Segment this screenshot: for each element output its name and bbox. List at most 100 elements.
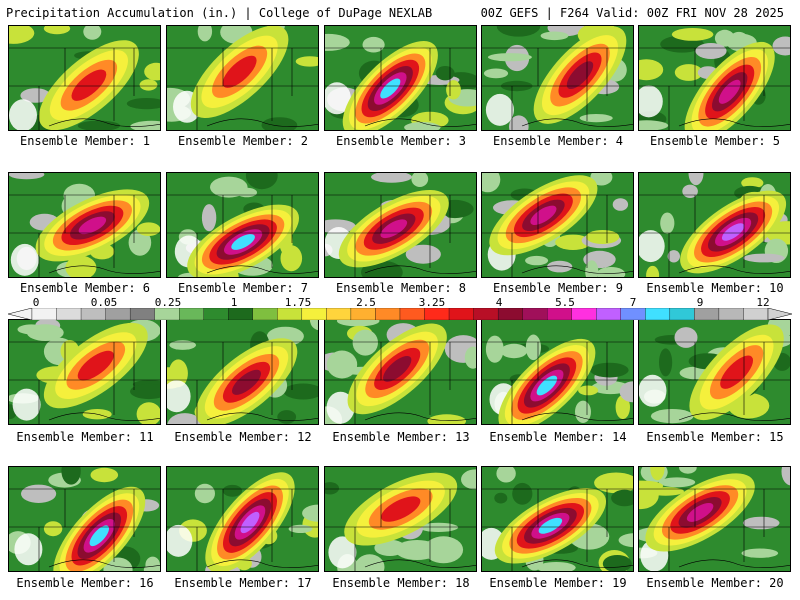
- legend-color-bar: [8, 308, 792, 320]
- precip-blob: [43, 521, 63, 537]
- precip-blob: [485, 335, 504, 363]
- precip-blob: [371, 173, 412, 183]
- legend-swatch: [743, 308, 769, 320]
- precip-blob: [201, 204, 217, 232]
- precip-blob: [139, 79, 158, 91]
- precip-blob: [310, 320, 318, 331]
- precip-blob: [594, 472, 633, 494]
- precip-blob: [667, 250, 680, 263]
- member-caption: Ensemble Member: 7: [177, 281, 309, 295]
- precip-contour: [720, 355, 754, 389]
- precip-blob: [325, 33, 350, 51]
- ensemble-panel: [638, 172, 791, 278]
- dry-area: [14, 533, 43, 566]
- precip-blob: [197, 26, 213, 42]
- state-border: [364, 559, 476, 568]
- state-border: [206, 265, 318, 274]
- precip-blob: [395, 540, 440, 560]
- legend-swatch: [301, 308, 327, 320]
- precip-blob: [579, 114, 613, 123]
- color-scale-legend: 0 0.05 0.25 1 1.75 2.5 3.25 4 5.5 7 9 12: [8, 296, 792, 322]
- precip-blob: [611, 489, 633, 507]
- state-border: [364, 118, 476, 127]
- precip-blob: [619, 381, 633, 403]
- legend-arrow-right: [767, 308, 792, 320]
- ensemble-panel: [166, 466, 319, 572]
- precip-contour: [380, 219, 408, 239]
- precip-blob: [167, 413, 203, 424]
- state-border: [678, 265, 790, 274]
- precip-blob: [210, 176, 248, 198]
- precip-blob: [781, 467, 790, 486]
- member-caption: Ensemble Member: 15: [646, 430, 784, 444]
- precip-blob: [83, 26, 102, 40]
- member-caption: Ensemble Member: 18: [332, 576, 470, 590]
- legend-swatch: [473, 308, 499, 320]
- state-border: [521, 412, 633, 421]
- precip-map: [639, 173, 790, 277]
- precip-blob: [496, 26, 541, 37]
- precip-blob: [136, 402, 160, 424]
- dry-area: [639, 374, 667, 407]
- ensemble-panel: [8, 25, 161, 131]
- member-caption: Ensemble Member: 1: [19, 134, 151, 148]
- precip-blob: [326, 350, 358, 379]
- member-caption: Ensemble Member: 12: [174, 430, 312, 444]
- member-caption: Ensemble Member: 17: [174, 576, 312, 590]
- precip-blob: [464, 346, 476, 369]
- precip-map: [167, 320, 318, 424]
- state-border: [206, 118, 318, 127]
- legend-swatch: [424, 308, 450, 320]
- ensemble-panel: [638, 25, 791, 131]
- state-border: [521, 559, 633, 568]
- precip-blob: [650, 409, 694, 424]
- member-caption: Ensemble Member: 13: [332, 430, 470, 444]
- precip-blob: [639, 480, 664, 492]
- member-caption: Ensemble Member: 2: [177, 134, 309, 148]
- dry-area: [485, 93, 514, 126]
- precip-blob: [9, 26, 35, 44]
- state-border: [521, 265, 633, 274]
- member-caption: Ensemble Member: 9: [492, 281, 624, 295]
- legend-swatch: [448, 308, 474, 320]
- ensemble-panel: [638, 319, 791, 425]
- precip-contour: [78, 216, 107, 235]
- precip-contour: [240, 511, 260, 534]
- precip-blob: [578, 385, 599, 396]
- legend-swatch: [154, 308, 180, 320]
- precip-blob: [615, 395, 630, 420]
- ensemble-panel: [638, 466, 791, 572]
- legend-swatch: [80, 308, 106, 320]
- precip-blob: [525, 255, 549, 266]
- precip-blob: [555, 234, 591, 250]
- precip-contour: [538, 517, 563, 534]
- precip-map: [9, 467, 160, 571]
- precip-blob: [354, 554, 385, 571]
- precip-contour: [530, 205, 557, 225]
- precip-map: [482, 320, 633, 424]
- precip-blob: [688, 173, 704, 186]
- precip-blob: [427, 414, 466, 424]
- legend-label: 0.05: [90, 296, 118, 309]
- ensemble-panel: [324, 172, 477, 278]
- precip-blob: [494, 492, 508, 504]
- member-caption: Ensemble Member: 6: [19, 281, 151, 295]
- legend-swatch: [571, 308, 597, 320]
- precip-blob: [61, 467, 81, 485]
- precip-blob: [245, 173, 278, 190]
- precip-map: [167, 173, 318, 277]
- precip-map: [482, 467, 633, 571]
- precip-blob: [658, 477, 696, 488]
- precip-blob: [585, 230, 620, 244]
- precip-blob: [679, 467, 697, 474]
- precip-blob: [741, 548, 779, 558]
- dry-area: [325, 82, 351, 115]
- precip-blob: [26, 324, 64, 341]
- precip-contour: [721, 223, 745, 241]
- precip-blob: [590, 362, 629, 378]
- precip-blob: [612, 198, 629, 211]
- state-border: [48, 412, 160, 421]
- precip-blob: [618, 533, 633, 548]
- legend-labels: 0 0.05 0.25 1 1.75 2.5 3.25 4 5.5 7 9 12: [8, 296, 792, 309]
- model-run-info: 00Z GEFS | F264 Valid: 00Z FRI NOV 28 20…: [480, 6, 784, 20]
